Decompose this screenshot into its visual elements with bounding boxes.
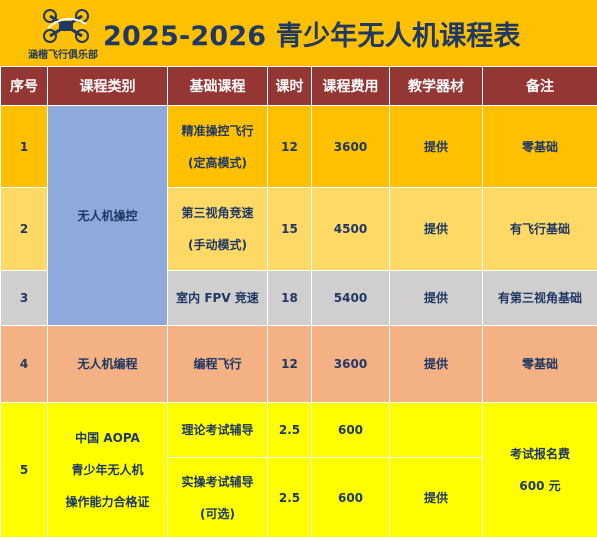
row-no: 2 bbox=[0, 187, 48, 271]
course-line: 第三视角竞速 bbox=[181, 206, 254, 220]
course-schedule-table: 序号 课程类别 基础课程 课时 课程费用 教学器材 备注 1 无人机操控 精准操… bbox=[0, 66, 597, 538]
course-line: (手动模式) bbox=[188, 238, 247, 252]
hours-cell: 12 bbox=[267, 325, 312, 403]
row-no: 5 bbox=[0, 402, 48, 538]
hours-cell: 2.5 bbox=[267, 402, 312, 458]
equipment-cell: 提供 bbox=[389, 270, 483, 326]
header-no: 序号 bbox=[0, 66, 48, 106]
note-cell: 零基础 bbox=[482, 325, 597, 403]
fee-cell: 5400 bbox=[311, 270, 390, 326]
header-equipment: 教学器材 bbox=[389, 66, 483, 106]
equipment-cell: 提供 bbox=[389, 105, 483, 188]
category-line: 青少年无人机 bbox=[71, 463, 144, 477]
category-cell: 无人机操控 bbox=[47, 105, 168, 326]
club-name: 涵楷飞行俱乐部 bbox=[28, 50, 98, 61]
equipment-cell: 提供 bbox=[389, 187, 483, 271]
course-cell: 精准操控飞行 (定高模式) bbox=[167, 105, 268, 188]
equipment-cell: 提供 bbox=[389, 325, 483, 403]
note-cell: 有飞行基础 bbox=[482, 187, 597, 271]
header-category: 课程类别 bbox=[47, 66, 168, 106]
fee-cell: 3600 bbox=[311, 325, 390, 403]
category-line: 中国 AOPA bbox=[75, 431, 140, 445]
hours-cell: 2.5 bbox=[267, 457, 312, 538]
header-course: 基础课程 bbox=[167, 66, 268, 106]
course-cell: 编程飞行 bbox=[167, 325, 268, 403]
fee-cell: 3600 bbox=[311, 105, 390, 188]
header-hours: 课时 bbox=[267, 66, 312, 106]
course-line: (可选) bbox=[200, 506, 235, 521]
equipment-cell: 提供 bbox=[389, 457, 483, 538]
header-note: 备注 bbox=[482, 66, 597, 106]
row-no: 4 bbox=[0, 325, 48, 403]
note-cell: 零基础 bbox=[482, 105, 597, 188]
title-bar: 涵楷飞行俱乐部 2025-2026 青少年无人机课程表 bbox=[0, 0, 597, 66]
course-line: (定高模式) bbox=[188, 155, 247, 170]
drone-logo-icon bbox=[43, 9, 89, 43]
fee-cell: 4500 bbox=[311, 187, 390, 271]
note-cell: 考试报名费 600 元 bbox=[482, 402, 597, 538]
fee-cell: 600 bbox=[311, 457, 390, 538]
header-fee: 课程费用 bbox=[311, 66, 390, 106]
table-row: 实操考试辅导 (可选) 2.5 600 提供 bbox=[1, 457, 597, 538]
table-row: 3 室内 FPV 竞速 18 5400 提供 有第三视角基础 bbox=[0, 270, 597, 326]
hours-cell: 12 bbox=[267, 105, 312, 188]
category-cell: 中国 AOPA 青少年无人机 操作能力合格证 bbox=[47, 402, 168, 538]
course-cell: 室内 FPV 竞速 bbox=[167, 270, 268, 326]
category-line: 操作能力合格证 bbox=[65, 495, 150, 509]
row-no: 3 bbox=[0, 270, 48, 326]
table-row: 2 第三视角竞速 (手动模式) 15 4500 提供 有飞行基础 bbox=[0, 187, 597, 271]
note-line: 600 元 bbox=[519, 479, 561, 493]
course-line: 实操考试辅导 bbox=[181, 474, 254, 489]
course-cell: 实操考试辅导 (可选) bbox=[167, 457, 268, 538]
page-title: 2025-2026 青少年无人机课程表 bbox=[103, 21, 521, 52]
table-row: 4 无人机编程 编程飞行 12 3600 提供 零基础 bbox=[0, 325, 597, 403]
note-cell: 有第三视角基础 bbox=[482, 270, 597, 326]
fee-cell: 600 bbox=[311, 402, 390, 458]
table-row: 1 无人机操控 精准操控飞行 (定高模式) 12 3600 提供 零基础 bbox=[0, 105, 597, 326]
category-cell: 无人机编程 bbox=[47, 325, 168, 403]
hours-cell: 18 bbox=[267, 270, 312, 326]
course-cell: 第三视角竞速 (手动模式) bbox=[167, 187, 268, 271]
hours-cell: 15 bbox=[267, 187, 312, 271]
equipment-cell bbox=[389, 402, 483, 458]
row-no: 1 bbox=[0, 105, 48, 188]
course-cell: 理论考试辅导 bbox=[167, 402, 268, 458]
course-line: 精准操控飞行 bbox=[181, 123, 254, 138]
note-line: 考试报名费 bbox=[509, 447, 570, 461]
table-row: 5 中国 AOPA 青少年无人机 操作能力合格证 理论考试辅导 2.5 600 … bbox=[0, 402, 597, 538]
table-header-row: 序号 课程类别 基础课程 课时 课程费用 教学器材 备注 bbox=[0, 66, 597, 106]
